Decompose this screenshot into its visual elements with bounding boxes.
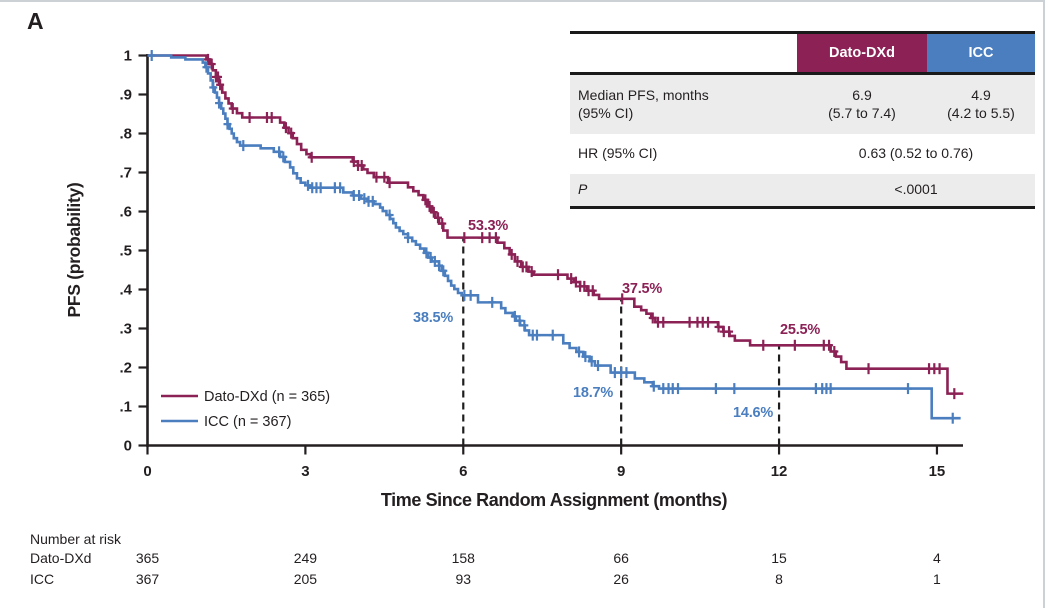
y-tick-label: 0 xyxy=(124,438,132,455)
risk-count: 8 xyxy=(775,571,783,587)
landmark-annotation-icc: 18.7% xyxy=(573,385,613,401)
x-tick-label: 0 xyxy=(143,463,151,480)
landmark-annotation-icc: 38.5% xyxy=(413,310,453,326)
risk-count: 93 xyxy=(455,571,471,587)
x-tick-label: 12 xyxy=(771,463,788,480)
median-pfs-dato-value: 6.9 (5.7 to 7.4) xyxy=(828,86,896,121)
summary-table-header: Dato-DXd ICC xyxy=(570,34,1035,75)
risk-count: 205 xyxy=(294,571,318,587)
summary-stats-table: Dato-DXd ICC Median PFS, months (95% CI)… xyxy=(570,31,1035,209)
risk-count: 365 xyxy=(136,550,160,566)
p-value: <.0001 xyxy=(894,181,938,198)
hazard-ratio-label: HR (95% CI) xyxy=(578,145,658,162)
landmark-annotation-dato: 37.5% xyxy=(622,281,662,297)
risk-count: 66 xyxy=(613,550,629,566)
p-value-row: P <.0001 xyxy=(570,174,1035,206)
risk-count: 15 xyxy=(771,550,787,566)
median-pfs-icc-value: 4.9 (4.2 to 5.5) xyxy=(947,86,1015,121)
x-tick-label: 3 xyxy=(301,463,309,480)
x-axis-title: Time Since Random Assignment (months) xyxy=(381,490,728,510)
risk-count: 367 xyxy=(136,571,160,587)
landmark-annotation-dato: 25.5% xyxy=(780,322,820,338)
x-tick-label: 15 xyxy=(929,463,946,480)
y-tick-label: .4 xyxy=(119,282,132,299)
y-tick-label: .8 xyxy=(119,126,132,143)
panel-label: A xyxy=(27,8,44,34)
risk-count: 249 xyxy=(294,550,318,566)
risk-count: 158 xyxy=(452,550,476,566)
x-tick-label: 6 xyxy=(459,463,467,480)
hazard-ratio-row: HR (95% CI) 0.63 (0.52 to 0.76) xyxy=(570,134,1035,174)
legend-label-dato: Dato-DXd (n = 365) xyxy=(204,389,330,405)
y-tick-label: 1 xyxy=(124,48,132,65)
y-tick-label: .5 xyxy=(119,243,132,260)
y-tick-label: .3 xyxy=(119,321,132,338)
landmark-annotation-dato: 53.3% xyxy=(468,218,508,234)
y-tick-label: .1 xyxy=(119,399,132,416)
summary-header-dato: Dato-DXd xyxy=(797,34,927,72)
legend-label-icc: ICC (n = 367) xyxy=(204,414,291,430)
risk-table-title: Number at risk xyxy=(30,531,122,547)
landmark-annotation-icc: 14.6% xyxy=(733,405,773,421)
median-pfs-row: Median PFS, months (95% CI) 6.9 (5.7 to … xyxy=(570,75,1035,134)
y-tick-label: .7 xyxy=(119,165,132,182)
y-tick-label: .9 xyxy=(119,87,132,104)
km-curve-icc xyxy=(147,54,961,420)
page-border-right xyxy=(1043,0,1045,608)
risk-row-label: Dato-DXd xyxy=(30,550,91,566)
risk-count: 1 xyxy=(933,571,941,587)
y-tick-label: .6 xyxy=(119,204,132,221)
median-pfs-label-line1: Median PFS, months xyxy=(578,86,709,103)
summary-header-spacer xyxy=(570,34,797,72)
y-tick-label: .2 xyxy=(119,360,132,377)
p-value-label: P xyxy=(578,181,588,198)
median-pfs-label: Median PFS, months (95% CI) xyxy=(570,87,797,123)
page-border-top xyxy=(0,0,1045,2)
risk-count: 26 xyxy=(613,571,629,587)
summary-header-icc: ICC xyxy=(927,34,1035,72)
risk-row-label: ICC xyxy=(30,571,54,587)
median-pfs-label-line2: (95% CI) xyxy=(578,104,634,121)
x-tick-label: 9 xyxy=(617,463,625,480)
y-axis-title: PFS (probability) xyxy=(64,183,84,318)
hazard-ratio-value: 0.63 (0.52 to 0.76) xyxy=(858,145,974,162)
risk-count: 4 xyxy=(933,550,941,566)
